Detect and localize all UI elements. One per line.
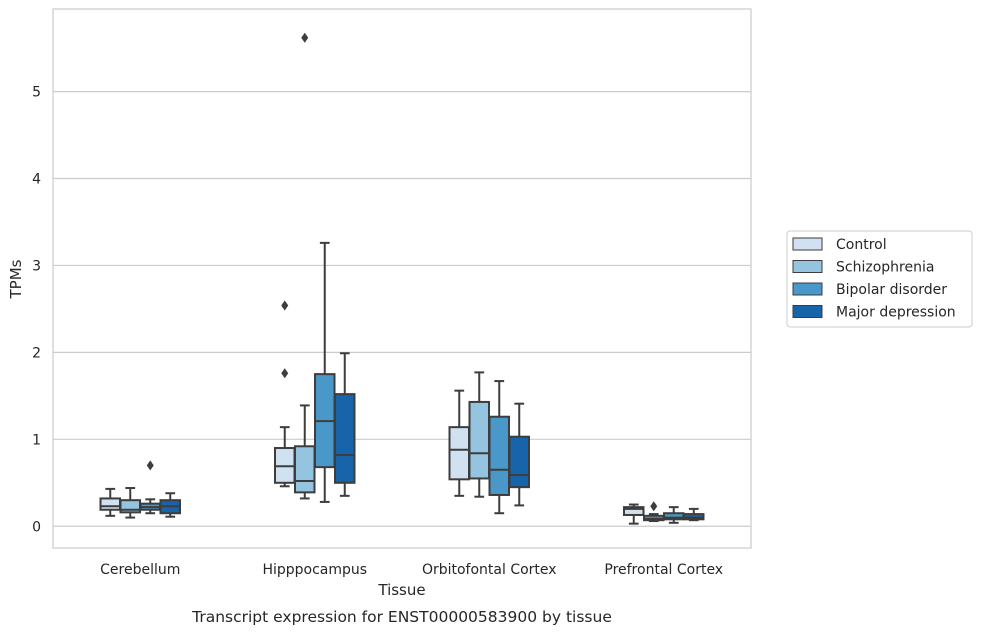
y-tick-label: 3: [32, 258, 41, 274]
box-schizophrenia: [294, 32, 316, 500]
iqr-box: [468, 400, 490, 480]
outlier-point: [650, 501, 658, 512]
y-tick-labels: 0 1 2 3 4 5: [32, 85, 41, 536]
y-gridlines: [53, 90, 751, 527]
y-tick-label: 2: [32, 345, 41, 361]
x-tick-label: Hipppocampus: [262, 562, 367, 578]
box-control: [274, 300, 296, 488]
box-control: [623, 503, 645, 525]
box-control: [448, 389, 470, 497]
x-tick-labels: Cerebellum Hipppocampus Orbitofontal Corte…: [100, 562, 723, 578]
iqr-box: [334, 393, 356, 484]
y-axis-title: TPMs: [7, 259, 25, 299]
outlier-point: [301, 32, 309, 43]
y-tick-label: 1: [32, 432, 41, 448]
iqr-box: [99, 497, 121, 511]
box-major-depression: [159, 492, 181, 518]
legend-label: Control: [836, 237, 887, 253]
legend-swatch: [792, 260, 823, 273]
box-major-depression: [683, 507, 705, 522]
iqr-box: [294, 445, 316, 494]
x-tick-label: Prefrontal Cortex: [604, 562, 723, 578]
x-tick-label: Cerebellum: [100, 562, 180, 578]
iqr-box: [448, 426, 470, 481]
y-tick-label: 5: [32, 85, 41, 101]
y-tick-label: 4: [32, 172, 41, 188]
box-major-depression: [334, 352, 356, 497]
box-major-depression: [508, 402, 530, 507]
box-series: [99, 32, 705, 525]
outlier-point: [281, 300, 289, 311]
box-control: [99, 487, 121, 517]
iqr-box: [488, 415, 510, 496]
outlier-point: [281, 368, 289, 379]
legend-swatch: [792, 237, 823, 251]
outlier-point: [146, 460, 154, 471]
x-tick-label: Orbitofontal Cortex: [422, 562, 557, 578]
legend-label: Bipolar disorder: [836, 282, 947, 298]
box-schizophrenia: [468, 371, 490, 498]
legend-label: Major depression: [836, 305, 956, 321]
iqr-box: [508, 435, 530, 489]
chart-caption: Transcript expression for ENST0000058390…: [191, 608, 612, 626]
box-bipolar-disorder: [663, 506, 685, 524]
y-tick-label: 0: [32, 519, 41, 535]
legend-label: Schizophrenia: [836, 260, 934, 276]
legend: Control Schizophrenia Bipolar disorder Majo…: [786, 230, 973, 328]
legend-swatch: [792, 305, 823, 318]
box-schizophrenia: [119, 487, 141, 519]
plot-area-frame: [52, 8, 752, 549]
legend-frame: [786, 230, 973, 328]
legend-swatch: [792, 282, 823, 296]
x-axis-title: Tissue: [377, 581, 425, 599]
iqr-box: [623, 506, 645, 516]
